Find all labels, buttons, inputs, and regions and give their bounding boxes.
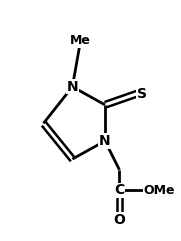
Text: S: S [137, 87, 147, 100]
Text: OMe: OMe [144, 184, 175, 197]
Text: N: N [67, 80, 78, 94]
Text: N: N [99, 134, 111, 148]
Text: O: O [113, 213, 125, 227]
Text: Me: Me [70, 34, 91, 47]
Text: C: C [114, 183, 125, 197]
